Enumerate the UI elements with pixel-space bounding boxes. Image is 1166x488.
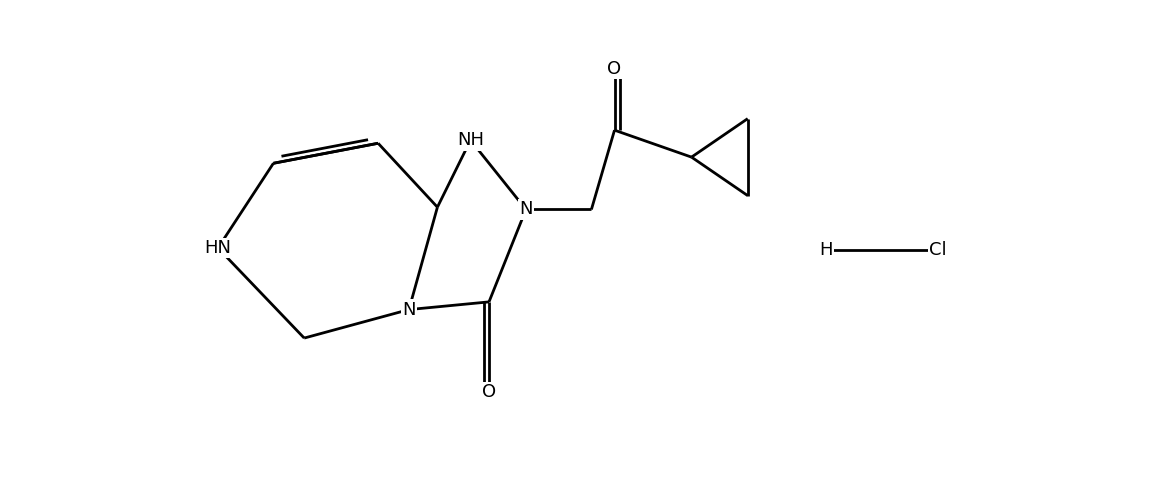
Text: N: N: [402, 301, 415, 319]
Text: NH: NH: [457, 131, 484, 149]
Text: H: H: [820, 241, 833, 259]
Text: HN: HN: [204, 239, 232, 257]
Text: Cl: Cl: [929, 241, 947, 259]
Text: O: O: [607, 60, 621, 78]
Text: O: O: [482, 383, 496, 401]
Text: N: N: [519, 201, 533, 219]
